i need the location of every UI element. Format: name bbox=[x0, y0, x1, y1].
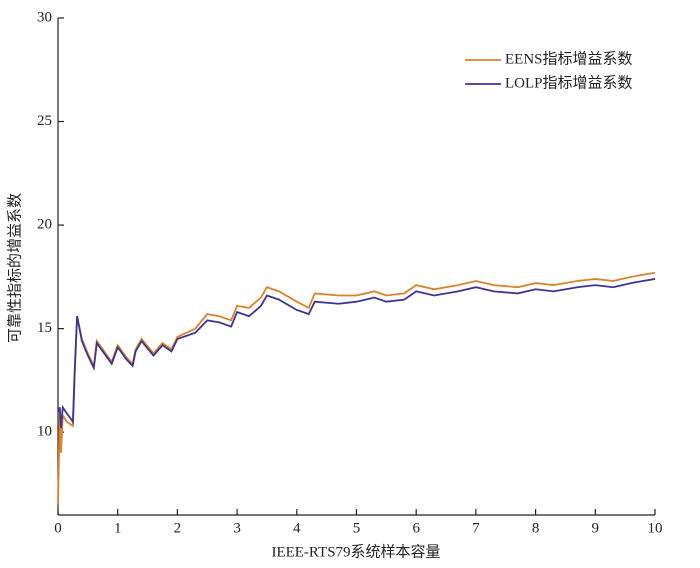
y-tick-label: 10 bbox=[37, 424, 52, 440]
y-tick-label: 25 bbox=[37, 113, 52, 129]
x-tick-label: 3 bbox=[233, 520, 241, 536]
y-tick-label: 15 bbox=[37, 320, 52, 336]
x-tick-label: 7 bbox=[472, 520, 480, 536]
x-tick-label: 4 bbox=[293, 520, 301, 536]
series-line bbox=[57, 278, 656, 429]
legend-label: LOLP指标增益系数 bbox=[505, 74, 633, 91]
x-tick-label: 5 bbox=[353, 520, 361, 536]
y-axis-label: 可靠性指标的增益系数 bbox=[6, 193, 23, 343]
x-tick-label: 2 bbox=[174, 520, 182, 536]
x-tick-label: 9 bbox=[592, 520, 600, 536]
x-tick-label: 0 bbox=[54, 520, 62, 536]
y-tick-label: 20 bbox=[37, 217, 52, 233]
x-tick-label: 6 bbox=[412, 520, 420, 536]
x-tick-label: 10 bbox=[648, 520, 663, 536]
x-axis-label: IEEE-RTS79系统样本容量 bbox=[271, 543, 440, 560]
x-tick-label: 8 bbox=[532, 520, 540, 536]
legend-label: EENS指标增益系数 bbox=[505, 50, 633, 67]
y-tick-label: 30 bbox=[37, 9, 52, 25]
x-tick-label: 1 bbox=[114, 520, 122, 536]
series-line bbox=[57, 271, 656, 505]
